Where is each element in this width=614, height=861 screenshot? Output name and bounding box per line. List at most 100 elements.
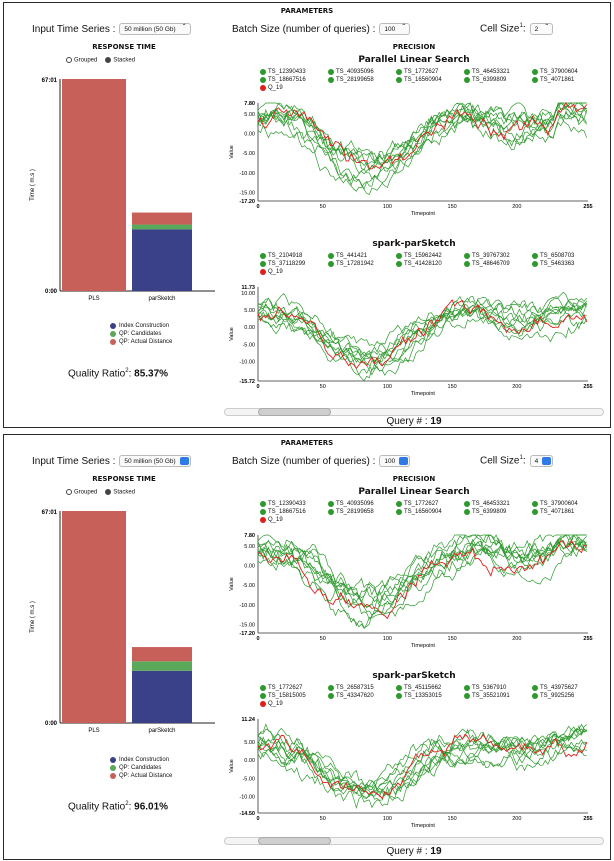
y-tick-max: 67:01 xyxy=(42,510,58,516)
series-legend-item[interactable]: Q_19 xyxy=(260,85,322,91)
y-tick-label: 0.00 xyxy=(244,325,255,331)
series-legend-item[interactable]: TS_46453321 xyxy=(464,69,526,75)
series-line xyxy=(257,299,587,376)
series-legend-item[interactable]: TS_17281942 xyxy=(328,261,390,267)
series-legend-item[interactable]: TS_43347620 xyxy=(328,693,390,699)
series-dot-icon xyxy=(260,253,266,259)
series-dot-icon xyxy=(464,253,470,259)
pls-series-legend: TS_12390433 TS_40935096 TS_1772627 TS_46453… xyxy=(260,69,600,91)
results-panel-2: PARAMETERS Input Time Series : 50 millio… xyxy=(3,434,611,860)
input-series-select[interactable]: 50 million (50 Gb) xyxy=(119,455,191,467)
series-line xyxy=(257,297,588,382)
series-legend-item[interactable]: TS_9925256 xyxy=(532,693,594,699)
series-legend-item[interactable]: TS_48646709 xyxy=(464,261,526,267)
series-dot-icon xyxy=(532,253,538,259)
series-legend-item[interactable]: TS_6399809 xyxy=(464,77,526,83)
series-legend-item[interactable]: Q_19 xyxy=(260,269,322,275)
series-legend-item[interactable]: TS_40935096 xyxy=(328,69,390,75)
y-tick-label: 11.73 xyxy=(242,285,255,291)
grouped-radio[interactable]: Grouped xyxy=(66,489,97,496)
series-legend-item[interactable]: Q_19 xyxy=(260,701,322,707)
stacked-radio[interactable]: Stacked xyxy=(105,57,135,64)
y-tick-label: -17.20 xyxy=(239,631,255,637)
batch-size-control: Batch Size (number of queries) : 100 xyxy=(232,23,411,35)
batch-size-select[interactable]: 100 xyxy=(379,455,411,467)
series-legend-item[interactable]: TS_15815005 xyxy=(260,693,322,699)
series-legend-item[interactable]: TS_441421 xyxy=(328,253,390,259)
series-legend-label: TS_37900604 xyxy=(540,501,578,507)
series-legend-item[interactable]: TS_28199658 xyxy=(328,509,390,515)
x-tick-pls: PLS xyxy=(88,296,99,302)
x-tick-label: 255 xyxy=(583,384,592,390)
spark-chart-title: spark-parSketch xyxy=(372,671,456,681)
series-legend-item[interactable]: TS_45115662 xyxy=(396,685,458,691)
series-legend-label: TS_16560904 xyxy=(404,509,442,515)
bar-pls-distance xyxy=(62,511,126,723)
series-legend-item[interactable]: TS_4071861 xyxy=(532,509,594,515)
series-legend-item[interactable]: TS_16560904 xyxy=(396,77,458,83)
query-slider-handle[interactable] xyxy=(258,837,332,845)
series-legend-item[interactable]: TS_6399809 xyxy=(464,509,526,515)
series-legend-item[interactable]: TS_18667516 xyxy=(260,509,322,515)
response-time-legend: Index Construction QP: Candidates QP: Ac… xyxy=(110,323,172,347)
bar-parsketch-candidates xyxy=(132,661,192,671)
y-tick-label: 5.00 xyxy=(244,308,255,314)
y-tick-label: 0.00 xyxy=(244,132,255,138)
series-legend-item[interactable]: TS_43975627 xyxy=(532,685,594,691)
series-line xyxy=(257,104,588,195)
legend-distance: QP: Actual Distance xyxy=(110,339,172,345)
stacked-radio[interactable]: Stacked xyxy=(105,489,135,496)
series-legend-item[interactable]: TS_12390433 xyxy=(260,501,322,507)
series-legend-item[interactable]: TS_40935096 xyxy=(328,501,390,507)
series-legend-item[interactable]: TS_4071861 xyxy=(532,77,594,83)
series-legend-label: TS_43975627 xyxy=(540,685,578,691)
series-legend-item[interactable]: Q_19 xyxy=(260,517,322,523)
series-legend-item[interactable]: TS_28199658 xyxy=(328,77,390,83)
series-legend-item[interactable]: TS_35521091 xyxy=(464,693,526,699)
series-legend-item[interactable]: TS_16560904 xyxy=(396,509,458,515)
series-legend-item[interactable]: TS_13353015 xyxy=(396,693,458,699)
series-legend-item[interactable]: TS_41428120 xyxy=(396,261,458,267)
series-dot-icon xyxy=(464,69,470,75)
series-legend-item[interactable]: TS_37900604 xyxy=(532,69,594,75)
series-legend-label: TS_18667516 xyxy=(268,77,306,83)
cell-size-control: Cell Size1: 2 xyxy=(480,23,554,35)
spark-line-chart: 11.24 5.00 0.00 -5.00 -10.00 -14.500 50 100 150 2… xyxy=(229,717,593,829)
series-line xyxy=(257,724,587,797)
grouped-radio[interactable]: Grouped xyxy=(66,57,97,64)
batch-size-control: Batch Size (number of queries) : 100 xyxy=(232,455,411,467)
series-legend-item[interactable]: TS_5367910 xyxy=(464,685,526,691)
series-legend-item[interactable]: TS_18667516 xyxy=(260,77,322,83)
legend-index: Index Construction xyxy=(110,323,172,329)
series-dot-icon xyxy=(532,261,538,267)
legend-index: Index Construction xyxy=(110,757,172,763)
query-slider[interactable] xyxy=(224,408,604,416)
series-legend-label: TS_6508703 xyxy=(540,253,575,259)
series-legend-item[interactable]: TS_2104918 xyxy=(260,253,322,259)
series-legend-item[interactable]: TS_37118299 xyxy=(260,261,322,267)
y-tick-label: -5.00 xyxy=(242,342,255,348)
series-legend-item[interactable]: TS_46453321 xyxy=(464,501,526,507)
series-legend-item[interactable]: TS_1772627 xyxy=(396,501,458,507)
series-legend-item[interactable]: TS_39767302 xyxy=(464,253,526,259)
series-legend-item[interactable]: TS_15962442 xyxy=(396,253,458,259)
series-legend-item[interactable]: TS_37900604 xyxy=(532,501,594,507)
series-legend-item[interactable]: TS_1772627 xyxy=(260,685,322,691)
query-slider[interactable] xyxy=(224,837,604,845)
series-legend-item[interactable]: TS_1772627 xyxy=(396,69,458,75)
series-legend-item[interactable]: TS_6508703 xyxy=(532,253,594,259)
x-tick-label: 100 xyxy=(383,204,392,210)
input-series-select[interactable]: 50 million (50 Gb) xyxy=(119,23,191,35)
cell-size-select[interactable]: 2 xyxy=(529,23,554,35)
input-series-label: Input Time Series : xyxy=(32,23,116,35)
series-legend-item[interactable]: TS_5463363 xyxy=(532,261,594,267)
x-tick-label: 50 xyxy=(320,204,326,210)
series-legend-label: TS_6399809 xyxy=(472,509,507,515)
query-slider-handle[interactable] xyxy=(258,408,332,416)
cell-size-select[interactable]: 4 xyxy=(529,455,554,467)
batch-size-select[interactable]: 100 xyxy=(379,23,411,35)
series-dot-icon xyxy=(396,693,402,699)
series-dot-icon xyxy=(464,693,470,699)
series-legend-item[interactable]: TS_12390433 xyxy=(260,69,322,75)
series-legend-item[interactable]: TS_26587315 xyxy=(328,685,390,691)
